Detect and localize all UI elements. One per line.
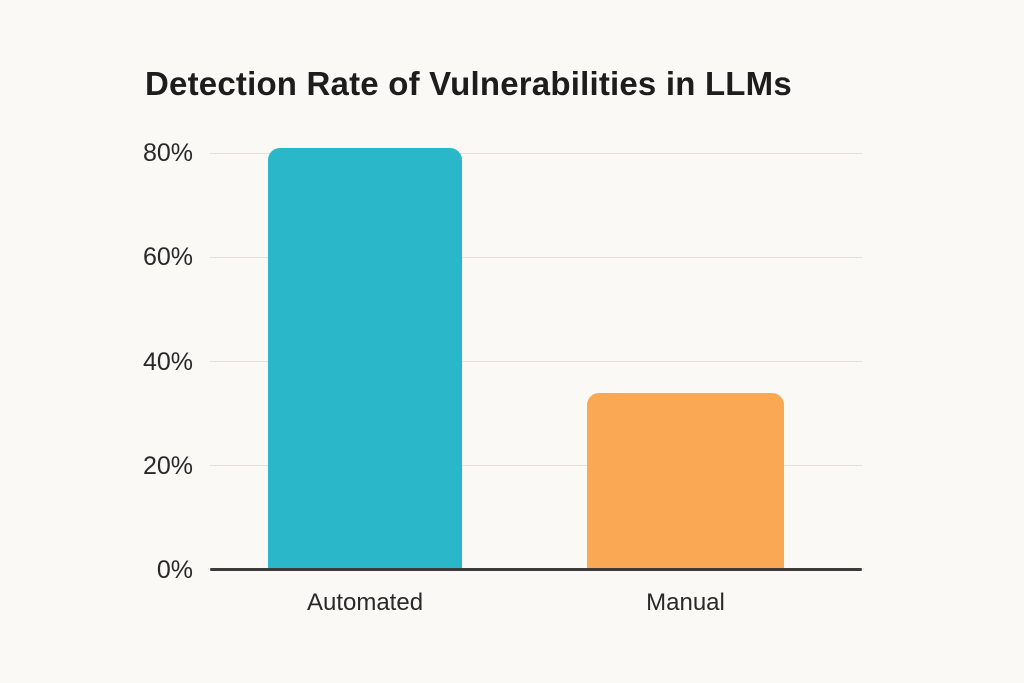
- grid-line: [210, 152, 862, 154]
- y-tick-label: 20%: [142, 451, 193, 480]
- bar-manual: [587, 392, 784, 570]
- grid-line: [210, 465, 862, 467]
- x-category-label: Automated: [306, 589, 424, 616]
- grid-line: [210, 361, 862, 362]
- chart-title: Detection Rate of Vulnerabilities in LLM…: [145, 65, 792, 102]
- y-tick-label: 60%: [142, 243, 193, 272]
- x-category-label: Manual: [646, 589, 725, 616]
- x-axis-line: [210, 568, 862, 571]
- bar-automated: [268, 147, 462, 570]
- grid-line: [210, 256, 862, 258]
- y-tick-label: 80%: [142, 139, 193, 167]
- plot-area: [210, 147, 862, 571]
- y-tick-label: 40%: [142, 347, 193, 376]
- y-tick-label: 0%: [156, 556, 193, 584]
